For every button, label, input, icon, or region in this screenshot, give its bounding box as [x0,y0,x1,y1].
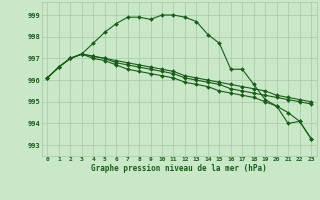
X-axis label: Graphe pression niveau de la mer (hPa): Graphe pression niveau de la mer (hPa) [91,164,267,173]
